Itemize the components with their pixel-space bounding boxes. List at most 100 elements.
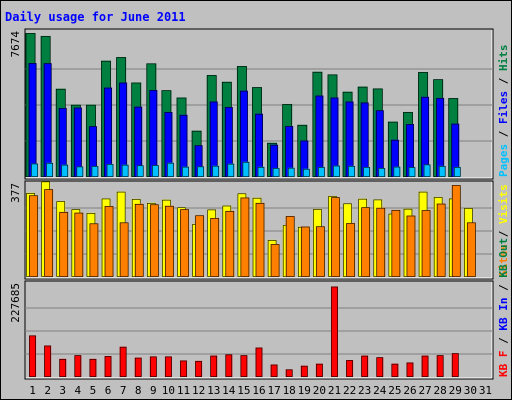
- series-files: [28, 63, 460, 178]
- bar-pages-day-22: [348, 165, 356, 177]
- bar-outline: [316, 363, 323, 377]
- bar-outline: [391, 363, 399, 377]
- bar-files-day-24: [375, 110, 384, 177]
- bar-sites-day-8: [134, 203, 144, 277]
- bar-files-day-22: [345, 101, 354, 177]
- bar-outline: [225, 211, 235, 277]
- bar-kb-f-day-20: [315, 363, 323, 377]
- bar-outline: [348, 166, 355, 177]
- legend-entry: /: [497, 278, 510, 298]
- bar-outline: [180, 360, 187, 377]
- bar-kb-f-day-3: [59, 358, 67, 377]
- bar-pages-day-16: [257, 166, 265, 177]
- bar-outline: [331, 197, 340, 277]
- x-tick-label: 18: [283, 384, 296, 397]
- legend-entry: Pages: [497, 144, 510, 177]
- bar-kb-f-day-13: [210, 355, 218, 377]
- bar-kb-f-day-29: [451, 353, 459, 377]
- bar-files-day-5: [88, 126, 97, 177]
- bar-files-day-7: [119, 82, 128, 177]
- bar-pages-day-23: [363, 167, 371, 177]
- bar-pages-day-2: [46, 162, 54, 177]
- bar-outline: [61, 164, 69, 177]
- bar-outline: [165, 205, 174, 277]
- bar-outline: [136, 165, 144, 177]
- legend-entry: KB F: [497, 351, 510, 378]
- bar-sites-day-26: [406, 215, 416, 277]
- bar-outline: [438, 166, 446, 177]
- bar-files-day-28: [436, 97, 445, 177]
- bar-pages-day-12: [197, 166, 205, 177]
- panel-3: 227685 KB F / KB In / KB Out: [9, 238, 510, 380]
- bar-outline: [302, 168, 310, 177]
- bar-sites-day-4: [74, 212, 84, 277]
- x-tick-label: 31: [479, 384, 492, 397]
- x-tick-label: 30: [464, 384, 477, 397]
- legend-entry: Sites: [497, 244, 510, 277]
- bar-outline: [197, 166, 204, 177]
- bar-outline: [363, 167, 370, 177]
- bar-files-day-8: [134, 106, 143, 177]
- y-max-label: 377: [9, 183, 22, 203]
- bar-files-day-19: [300, 140, 309, 177]
- series-kb-f: [29, 286, 459, 377]
- x-tick-label: 24: [373, 384, 387, 397]
- x-tick-label: 6: [105, 384, 112, 397]
- bar-sites-day-2: [44, 189, 54, 277]
- bar-files-day-15: [239, 90, 248, 177]
- bar-files-day-1: [28, 63, 37, 178]
- bar-sites-day-28: [436, 203, 446, 277]
- panel-legend: Pages / Files / Hits: [497, 45, 510, 178]
- bar-kb-f-day-28: [436, 355, 444, 377]
- bar-kb-f-day-8: [134, 357, 142, 377]
- bar-files-day-25: [390, 139, 399, 177]
- bar-outline: [240, 355, 248, 377]
- bar-outline: [333, 165, 340, 177]
- bar-outline: [104, 356, 112, 377]
- bar-files-day-23: [360, 102, 369, 177]
- bar-outline: [361, 355, 368, 377]
- bar-files-day-13: [209, 101, 218, 177]
- x-tick-label: 13: [207, 384, 220, 397]
- bar-outline: [453, 167, 461, 177]
- bar-pages-day-19: [302, 168, 310, 177]
- legend-entry: /: [497, 331, 510, 351]
- bar-kb-f-day-19: [300, 365, 308, 377]
- bar-files-day-27: [421, 96, 430, 177]
- x-tick-label: 12: [192, 384, 205, 397]
- chart-title: Daily usage for June 2011: [5, 10, 186, 24]
- bar-outline: [421, 210, 431, 277]
- bar-outline: [46, 162, 53, 177]
- legend-entry: /: [497, 224, 510, 244]
- x-tick-label: 8: [135, 384, 142, 397]
- bar-outline: [104, 206, 114, 277]
- legend-entry: KB In: [497, 298, 510, 331]
- bar-pages-day-28: [438, 165, 446, 177]
- bar-files-day-21: [330, 97, 339, 177]
- bar-kb-f-day-2: [44, 345, 52, 377]
- bar-sites-day-21: [330, 197, 340, 277]
- bar-outline: [150, 356, 157, 377]
- bar-outline: [408, 167, 416, 177]
- bar-outline: [300, 226, 310, 277]
- bar-files-day-12: [194, 145, 203, 177]
- bar-sites-day-10: [164, 205, 174, 277]
- bar-outline: [59, 359, 67, 377]
- bar-files-day-17: [270, 144, 279, 177]
- bar-outline: [74, 355, 82, 377]
- panel-1: 7674 Pages / Files / Hits: [9, 28, 510, 180]
- x-tick-label: 7: [120, 384, 127, 397]
- x-tick-label: 3: [59, 384, 66, 397]
- bar-sites-day-13: [210, 217, 220, 277]
- bar-sites-day-7: [119, 222, 129, 277]
- bar-outline: [182, 166, 189, 177]
- x-tick-label: 4: [75, 384, 82, 397]
- bar-outline: [287, 167, 295, 177]
- bar-sites-day-19: [300, 226, 310, 277]
- bar-outline: [406, 215, 416, 277]
- bar-outline: [300, 365, 308, 377]
- bar-sites-day-18: [285, 215, 295, 277]
- x-tick-label: 20: [313, 384, 326, 397]
- legend-entry: KB Out: [497, 238, 510, 278]
- bar-outline: [195, 361, 202, 377]
